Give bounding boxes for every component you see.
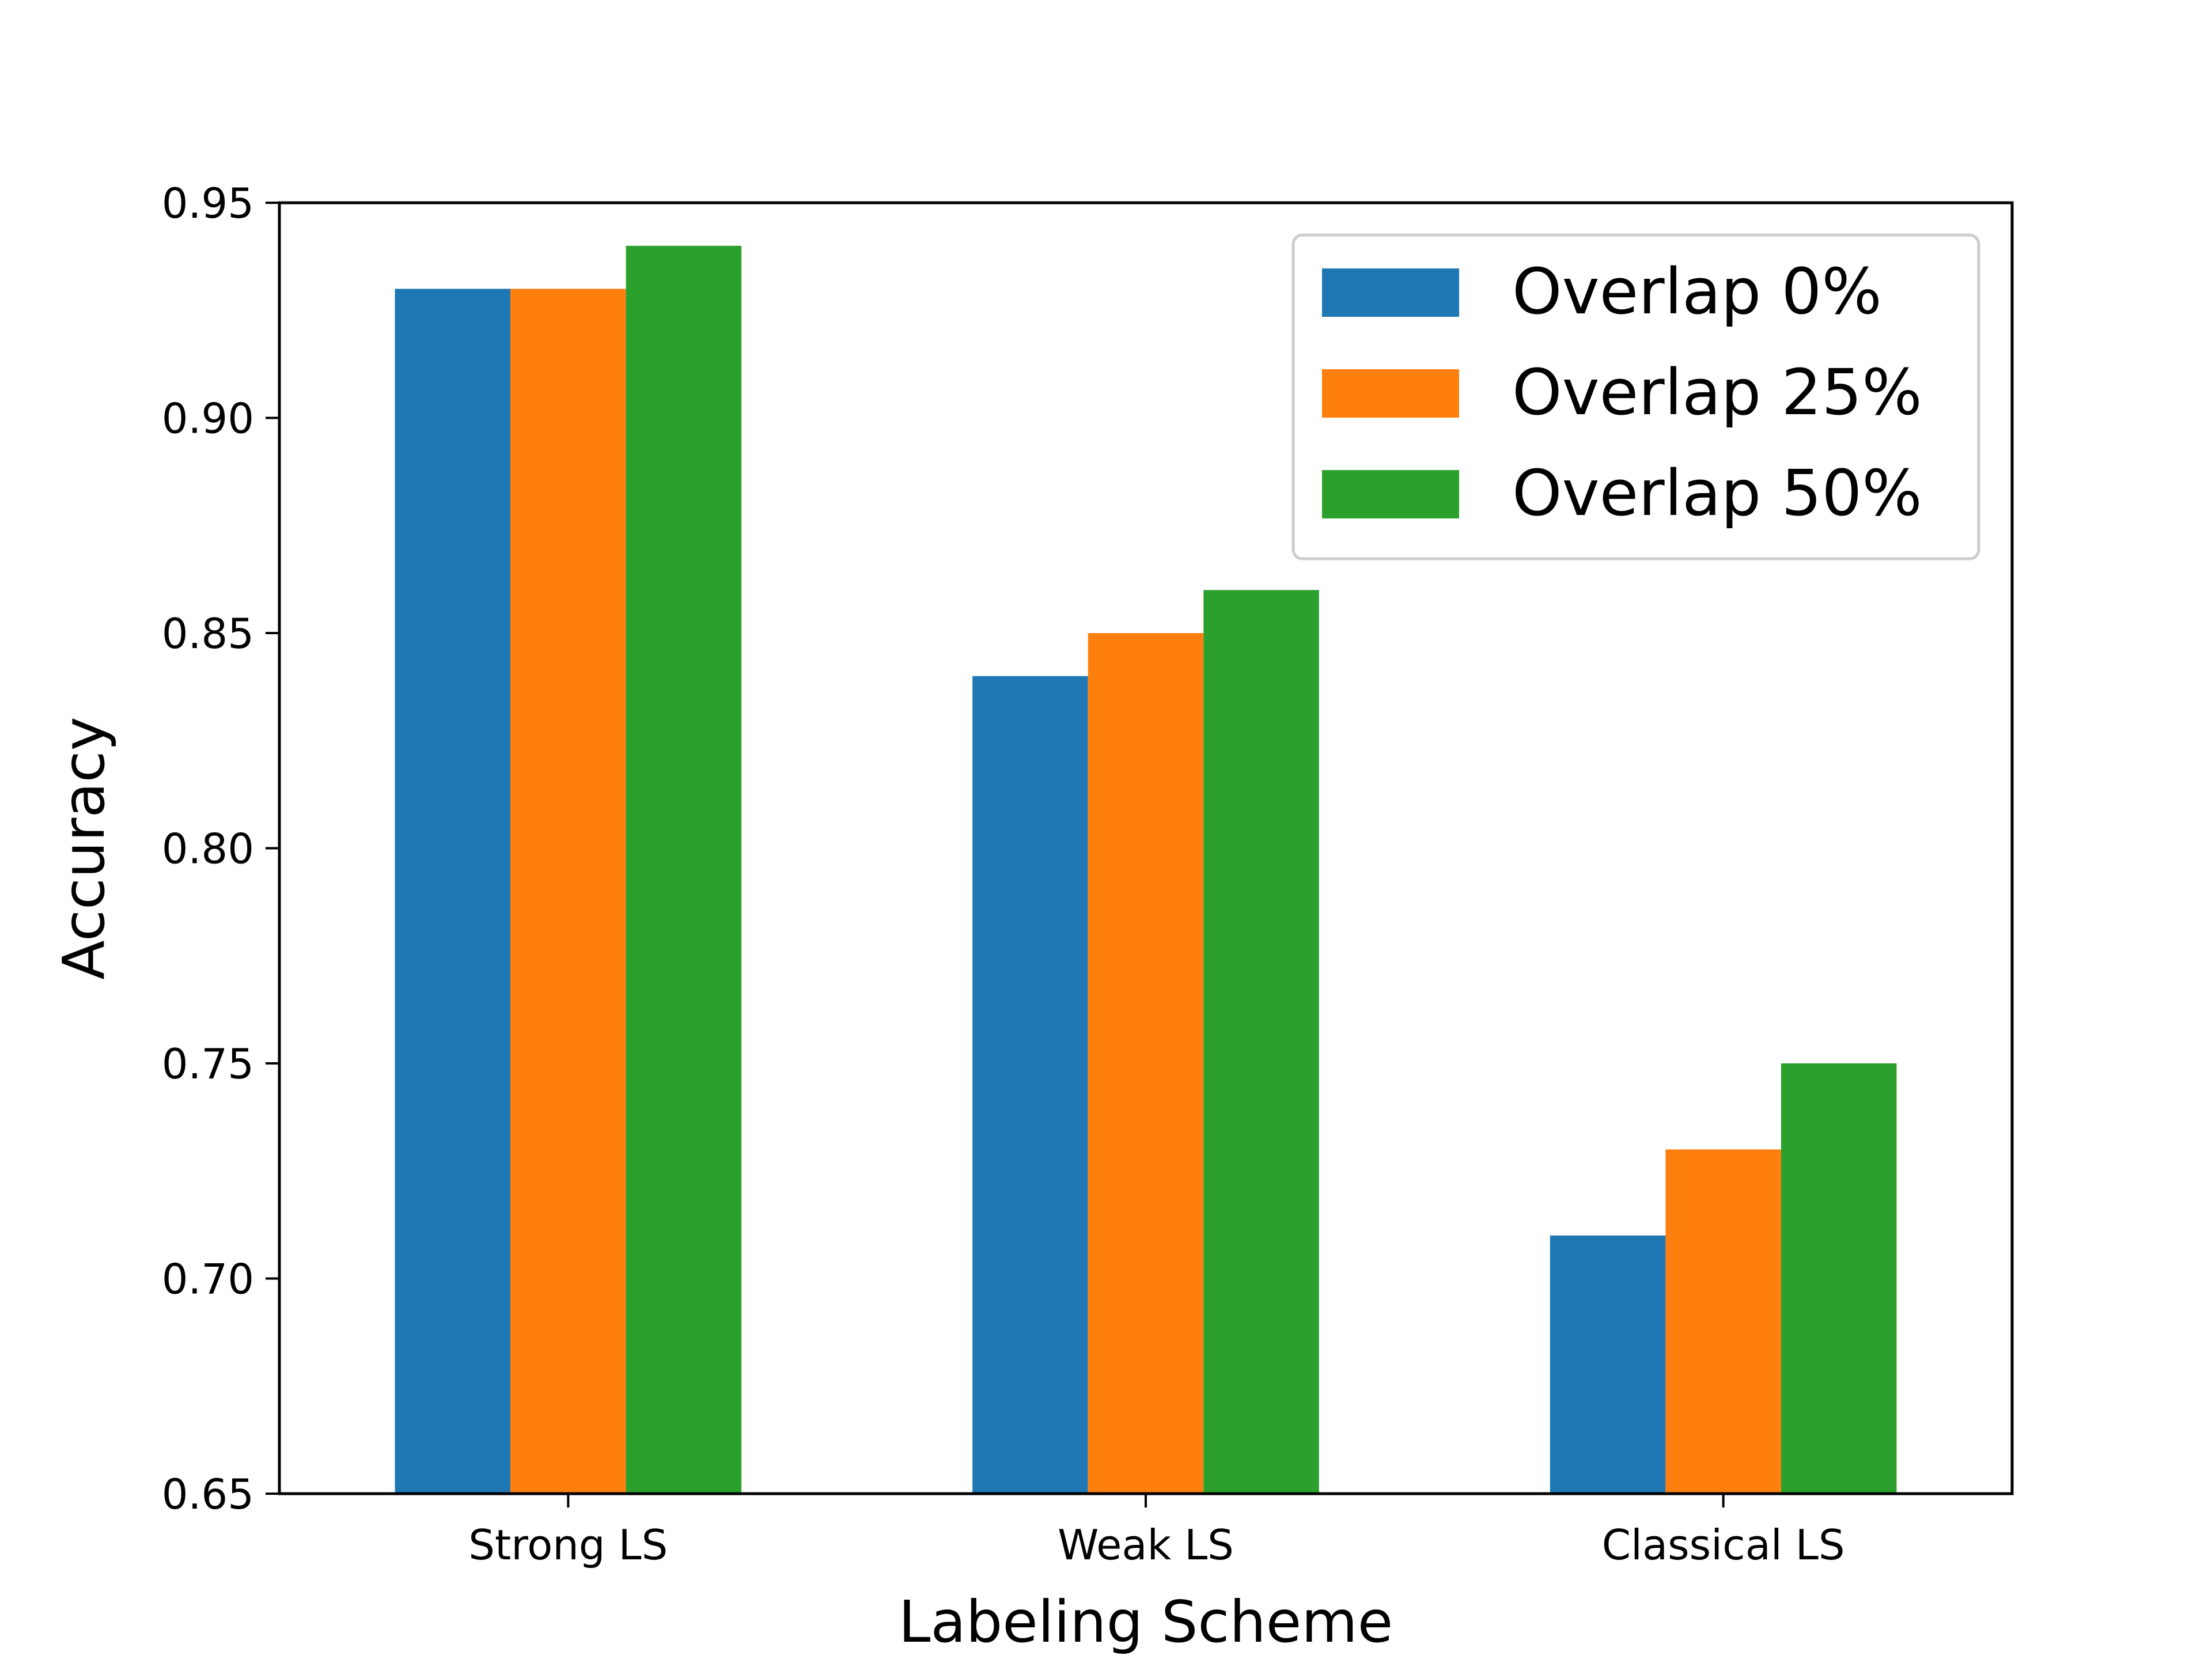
legend-swatch-1 <box>1322 369 1459 418</box>
bar-1-1 <box>1088 633 1204 1494</box>
legend-label-2: Overlap 50% <box>1512 456 1922 530</box>
y-tick-label-5: 0.90 <box>162 395 254 443</box>
y-tick-label-6: 0.95 <box>162 179 254 228</box>
bars-group <box>395 245 1897 1494</box>
y-tick-label-0: 0.65 <box>162 1470 254 1518</box>
bar-0-0 <box>395 289 511 1494</box>
y-axis-label: Accuracy <box>50 717 118 980</box>
bar-1-2 <box>1203 590 1319 1494</box>
bar-2-2 <box>1781 1063 1897 1494</box>
x-axis-label: Labeling Scheme <box>899 1588 1393 1656</box>
legend: Overlap 0% Overlap 25% Overlap 50% <box>1291 233 1980 560</box>
y-axis: 0.65 0.70 0.75 0.80 0.85 0.90 0.95 <box>162 179 279 1518</box>
legend-label-0: Overlap 0% <box>1512 255 1882 328</box>
y-tick-label-3: 0.80 <box>162 825 254 873</box>
bar-2-1 <box>1665 1149 1781 1494</box>
legend-frame <box>1291 233 1980 560</box>
x-tick-label-2: Classical LS <box>1602 1521 1845 1569</box>
y-tick-label-2: 0.75 <box>162 1040 254 1088</box>
y-tick-label-1: 0.70 <box>162 1255 254 1304</box>
legend-label-1: Overlap 25% <box>1512 355 1922 429</box>
x-tick-label-0: Strong LS <box>468 1521 668 1569</box>
y-tick-label-4: 0.85 <box>162 609 254 658</box>
bar-2-0 <box>1550 1235 1666 1494</box>
legend-swatch-0 <box>1322 268 1459 317</box>
legend-swatch-2 <box>1322 470 1459 518</box>
x-tick-label-1: Weak LS <box>1058 1521 1234 1569</box>
bar-1-0 <box>972 676 1088 1494</box>
bar-0-2 <box>626 245 742 1494</box>
bar-0-1 <box>510 289 626 1494</box>
x-axis: Strong LS Weak LS Classical LS <box>468 1494 1845 1569</box>
